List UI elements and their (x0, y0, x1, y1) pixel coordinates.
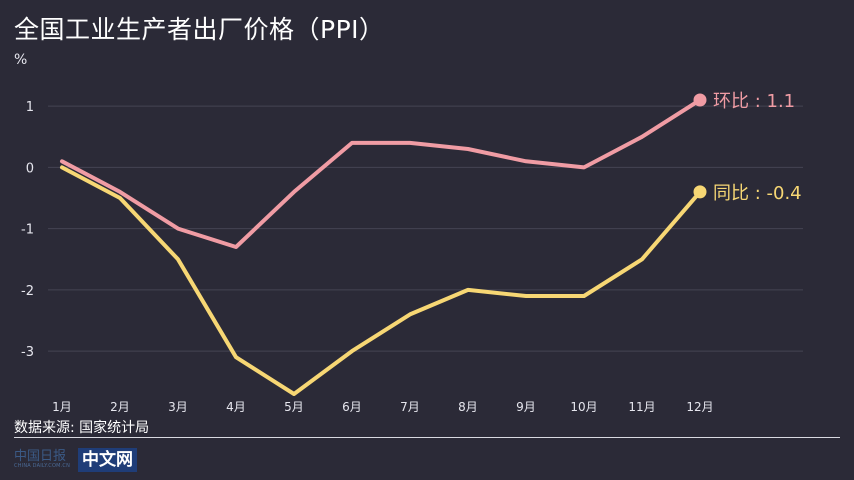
logo-cn-text: 中国日报 (14, 449, 67, 464)
y-tick-label: 0 (26, 161, 34, 176)
gridlines (48, 105, 803, 352)
y-tick-label: -2 (21, 284, 34, 299)
x-tick-label: 5月 (284, 400, 304, 414)
data-source: 数据来源: 国家统计局 (14, 420, 150, 436)
y-axis-ticks: 1 0 -1 -2 -3 (21, 100, 34, 360)
y-axis-unit: % (14, 52, 28, 68)
footer-divider (14, 437, 840, 438)
series-lines (60, 98, 702, 396)
ppi-line-chart: 1 0 -1 -2 -3 1月 2月 3月 4月 5月 6月 7月 8月 9月 10月 11月 12月 环比 … (21, 91, 803, 414)
chart-title: 全国工业生产者出厂价格（PPI） (14, 15, 385, 44)
logo-wordmark: 中国日报 CHINA DAILY.COM.CN (14, 448, 78, 472)
chinadaily-logo[interactable]: 中国日报 CHINA DAILY.COM.CN 中文网 (14, 448, 137, 472)
x-tick-label: 12月 (686, 400, 713, 414)
x-tick-label: 3月 (168, 400, 188, 414)
y-tick-label: 1 (26, 100, 34, 115)
x-tick-label: 7月 (400, 400, 420, 414)
x-tick-label: 4月 (226, 400, 246, 414)
series-label-2: 同比 : -0.4 (713, 183, 802, 204)
x-tick-label: 1月 (52, 400, 72, 414)
series-end-point-1 (693, 93, 707, 107)
x-tick-label: 2月 (110, 400, 130, 414)
series-line-2 (60, 165, 702, 396)
logo-box-text: 中文网 (78, 448, 137, 472)
series-line-1 (60, 98, 702, 249)
x-tick-label: 8月 (458, 400, 478, 414)
x-tick-label: 6月 (342, 400, 362, 414)
x-axis-ticks: 1月 2月 3月 4月 5月 6月 7月 8月 9月 10月 11月 12月 (52, 400, 713, 414)
y-tick-label: -3 (21, 345, 34, 360)
series-end-point-2 (693, 185, 707, 199)
series-label-1: 环比 : 1.1 (713, 91, 795, 112)
logo-en-text: CHINA DAILY.COM.CN (14, 463, 71, 469)
y-tick-label: -1 (21, 223, 34, 238)
x-tick-label: 10月 (570, 400, 597, 414)
series-end-markers: 环比 : 1.1 同比 : -0.4 (693, 91, 802, 204)
x-tick-label: 9月 (516, 400, 536, 414)
x-tick-label: 11月 (628, 400, 655, 414)
